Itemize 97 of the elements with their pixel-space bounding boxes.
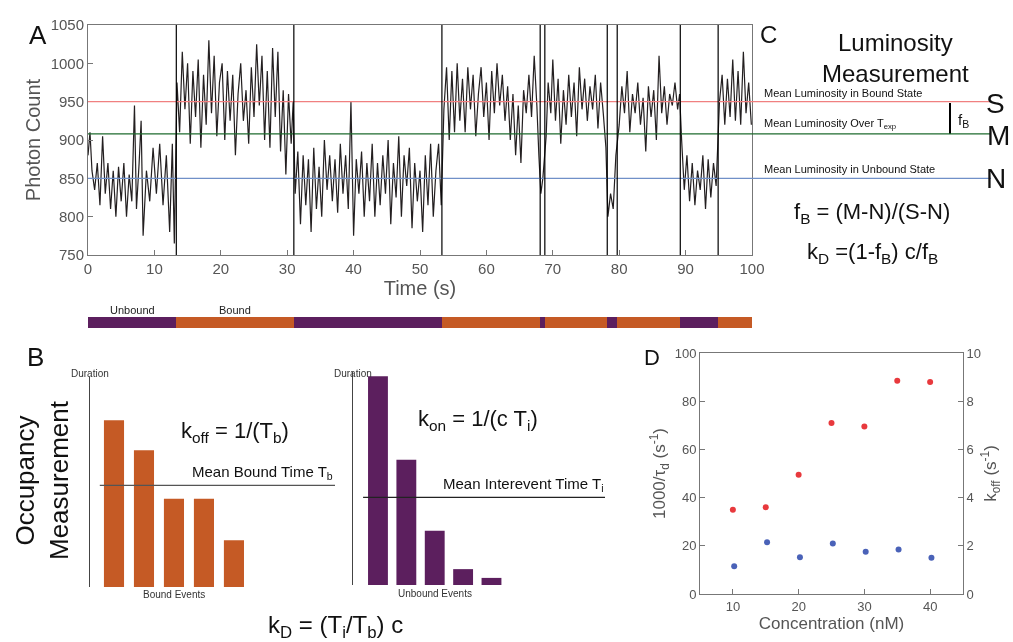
point xyxy=(861,423,868,430)
bar xyxy=(453,569,474,585)
bar xyxy=(193,498,214,587)
text: k$_{D}$ =(1-f$_{B}$) c/f$_{B}$ xyxy=(807,239,939,267)
x-tick-label: 20 xyxy=(791,598,806,614)
text: Luminosity Measurement xyxy=(822,29,970,88)
bar xyxy=(424,530,445,585)
x-axis-title: Time (s) xyxy=(383,277,457,299)
bar xyxy=(163,498,185,587)
point xyxy=(764,539,771,546)
x-tick-label: 50 xyxy=(411,260,429,277)
y2-tick-label: 0 xyxy=(966,586,974,602)
x-tick-label: 80 xyxy=(610,260,628,277)
bar xyxy=(368,376,388,585)
x-tick-label: 60 xyxy=(478,260,495,277)
y-axis-title: Duration xyxy=(334,368,372,379)
y2-tick-label: 8 xyxy=(966,393,974,409)
y-axis-title: Photon Count xyxy=(22,78,45,202)
bar xyxy=(396,459,417,585)
bar xyxy=(481,577,502,585)
y-tick-label: 40 xyxy=(681,490,697,506)
text: k$_{D}$ = (T$_{i}$/T$_{b}$) c xyxy=(268,611,404,642)
ref-line-label: Mean Luminosity Over T$_{exp}$ xyxy=(764,117,897,132)
point xyxy=(895,546,902,553)
point xyxy=(796,554,803,561)
y-tick-label: 80 xyxy=(681,393,697,409)
text: S xyxy=(986,88,1005,119)
point xyxy=(795,471,802,478)
text: f$_{B}$ xyxy=(958,111,970,131)
text: Occupancy Measurement xyxy=(10,400,74,560)
ref-line-label: Mean Luminosity in Bound State xyxy=(764,87,923,99)
ref-line-label: Mean Interevent Time T$_{i}$ xyxy=(443,475,604,495)
y-tick-label: 1000 xyxy=(50,54,84,72)
ref-line-label: Mean Luminosity in Unbound State xyxy=(764,163,936,175)
y2-tick-label: 10 xyxy=(966,345,982,361)
text: C xyxy=(760,21,778,48)
y-tick-label: 0 xyxy=(689,586,697,602)
series-label: Bound xyxy=(219,304,251,316)
y-tick-label: 900 xyxy=(58,131,84,149)
text: B xyxy=(27,342,45,372)
x-tick-label: 70 xyxy=(544,260,562,277)
point xyxy=(762,504,769,511)
x-axis-title: Bound Events xyxy=(143,589,206,600)
point xyxy=(729,506,736,513)
bar xyxy=(544,316,608,329)
annotation: k$_{on}$ = 1/(c T$_{i}$) xyxy=(418,406,538,434)
x-tick-label: 20 xyxy=(212,260,230,277)
ref-line-label: Mean Bound Time T$_{b}$ xyxy=(192,463,333,483)
x-axis-title: Concentration (nM) xyxy=(758,614,905,633)
x-tick-label: 30 xyxy=(857,598,872,614)
y-tick-label: 800 xyxy=(58,207,84,225)
point xyxy=(928,554,935,561)
x-tick-label: 30 xyxy=(278,260,296,277)
y-tick-label: 750 xyxy=(58,246,84,264)
x-tick-label: 10 xyxy=(146,260,163,277)
x-tick-label: 90 xyxy=(677,260,694,277)
annotation: k$_{off}$ = 1/(T$_{b}$) xyxy=(181,418,289,446)
y-axis-title: Duration xyxy=(71,368,109,379)
bar xyxy=(607,316,618,329)
y-tick-label: 950 xyxy=(58,92,84,110)
point xyxy=(731,563,738,570)
y2-tick-label: 4 xyxy=(966,490,974,506)
bar xyxy=(293,316,442,329)
text: M xyxy=(987,120,1011,151)
text: D xyxy=(644,345,660,370)
y2-tick-label: 6 xyxy=(966,441,974,457)
y-tick-label: 100 xyxy=(674,345,697,361)
bar xyxy=(441,316,541,329)
bar xyxy=(88,316,177,329)
text: A xyxy=(29,20,47,50)
text: f$_{B}$ = (M-N)/(S-N) xyxy=(794,199,951,227)
point xyxy=(862,548,869,555)
point xyxy=(927,378,934,385)
point xyxy=(828,419,835,426)
bar xyxy=(133,450,155,587)
bar xyxy=(176,316,294,329)
bar xyxy=(680,316,719,329)
x-tick-label: 100 xyxy=(739,260,765,277)
y-tick-label: 1050 xyxy=(50,16,84,34)
y-tick-label: 20 xyxy=(681,538,697,554)
x-axis-title: Unbound Events xyxy=(398,588,472,599)
bar xyxy=(223,540,244,587)
x-tick-label: 40 xyxy=(345,260,362,277)
point xyxy=(829,540,836,547)
series-label: Unbound xyxy=(110,304,155,316)
y-tick-label: 850 xyxy=(58,169,84,187)
bar xyxy=(540,316,545,329)
y-tick-label: 60 xyxy=(681,441,697,457)
bar xyxy=(103,420,125,587)
bar xyxy=(718,316,752,329)
y2-tick-label: 2 xyxy=(966,538,974,554)
x-tick-label: 40 xyxy=(922,598,938,614)
bar xyxy=(617,316,681,329)
point xyxy=(894,377,901,384)
text: N xyxy=(986,163,1007,194)
x-tick-label: 10 xyxy=(725,598,741,614)
line-series xyxy=(88,39,752,245)
